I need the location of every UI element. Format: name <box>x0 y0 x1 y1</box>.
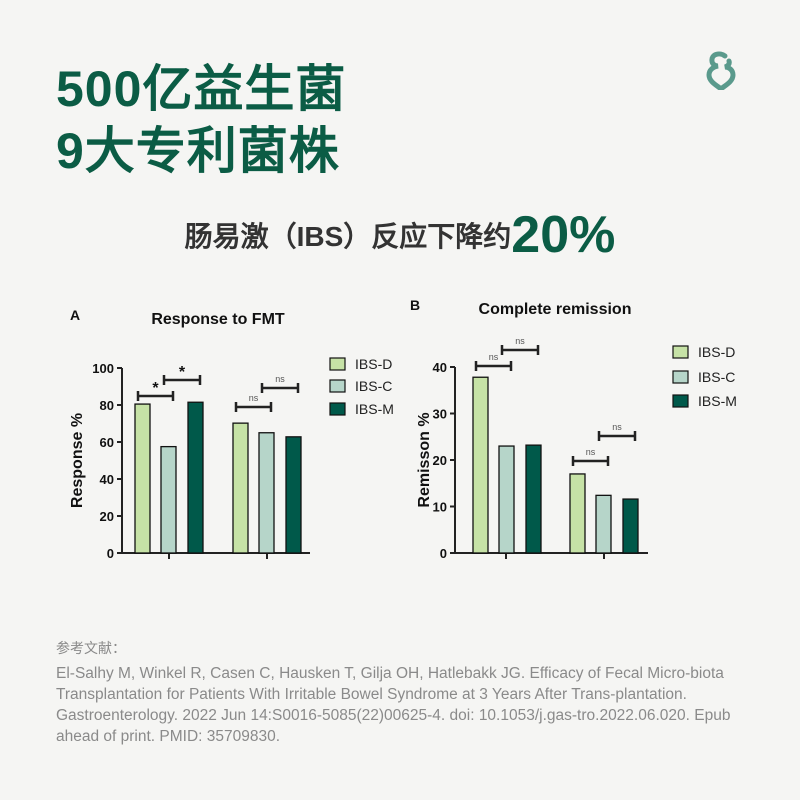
y-tick-label: 10 <box>433 500 447 515</box>
significance-label: ns <box>586 447 596 457</box>
y-tick-label: 80 <box>100 398 114 413</box>
legend-label: IBS-D <box>355 356 392 372</box>
significance-bracket <box>234 402 273 412</box>
significance-bracket <box>260 383 300 393</box>
significance-bracket <box>162 375 202 385</box>
y-tick-label: 30 <box>433 407 447 422</box>
significance-bracket <box>136 391 175 401</box>
bar-ibs-m <box>187 401 204 554</box>
bar-ibs-m <box>525 444 542 554</box>
y-tick-label: 40 <box>433 360 447 375</box>
significance-label: * <box>179 364 186 381</box>
legend-label: IBS-C <box>355 378 392 394</box>
references-text: El-Salhy M, Winkel R, Casen C, Hausken T… <box>56 665 731 745</box>
y-tick-label: 60 <box>100 435 114 450</box>
headline-line2: 9大专利菌株 <box>56 123 340 179</box>
significance-label: ns <box>249 393 259 403</box>
significance-label: ns <box>275 374 285 384</box>
y-tick-label: 20 <box>433 453 447 468</box>
legend-label: IBS-C <box>698 369 735 385</box>
bar-ibs-d <box>569 473 586 554</box>
bar-ibs-d <box>472 376 489 554</box>
bar-ibs-c <box>258 432 275 554</box>
subtitle-highlight: 20% <box>511 206 616 264</box>
chart-title: Response to FMT <box>151 311 285 328</box>
significance-bracket <box>571 456 610 466</box>
bar-ibs-c <box>498 445 515 554</box>
legend-label: IBS-D <box>698 344 735 360</box>
significance-label: ns <box>489 352 499 362</box>
headline-line1: 500亿益生菌 <box>56 61 347 117</box>
subtitle: 肠易激（IBS）反应下降约20% <box>0 205 800 265</box>
legend-swatch <box>329 402 346 416</box>
brand-logo-icon <box>706 51 736 90</box>
legend-swatch <box>672 345 689 359</box>
y-tick-label: 40 <box>100 472 114 487</box>
y-tick-label: 0 <box>107 546 114 561</box>
panel-label: A <box>70 307 80 323</box>
legend-swatch <box>329 379 346 393</box>
bar-ibs-d <box>232 422 249 554</box>
chart-title: Complete remission <box>479 301 632 318</box>
subtitle-text: 肠易激（IBS）反应下降约 <box>184 221 512 252</box>
y-axis-label: Remisson % <box>416 412 433 507</box>
y-tick-label: 100 <box>92 361 114 376</box>
significance-bracket <box>474 361 513 371</box>
bar-ibs-m <box>285 436 302 554</box>
panel-label: B <box>410 297 420 313</box>
bar-ibs-d <box>134 403 151 554</box>
legend-swatch <box>329 357 346 371</box>
significance-label: ns <box>612 422 622 432</box>
legend-label: IBS-M <box>355 401 394 417</box>
legend-label: IBS-M <box>698 393 737 409</box>
legend-swatch <box>672 370 689 384</box>
legend-swatch <box>672 394 689 408</box>
bar-ibs-c <box>595 494 612 554</box>
references: 参考文献： El-Salhy M, Winkel R, Casen C, Hau… <box>56 638 756 747</box>
y-axis-label: Response % <box>69 413 86 508</box>
bar-ibs-c <box>160 445 177 554</box>
significance-bracket <box>500 345 540 355</box>
y-tick-label: 20 <box>100 509 114 524</box>
y-tick-label: 0 <box>440 546 447 561</box>
significance-label: * <box>152 380 159 397</box>
references-label: 参考文献： <box>56 640 126 656</box>
bar-ibs-m <box>622 498 639 554</box>
significance-label: ns <box>515 336 525 346</box>
significance-bracket <box>597 431 637 441</box>
